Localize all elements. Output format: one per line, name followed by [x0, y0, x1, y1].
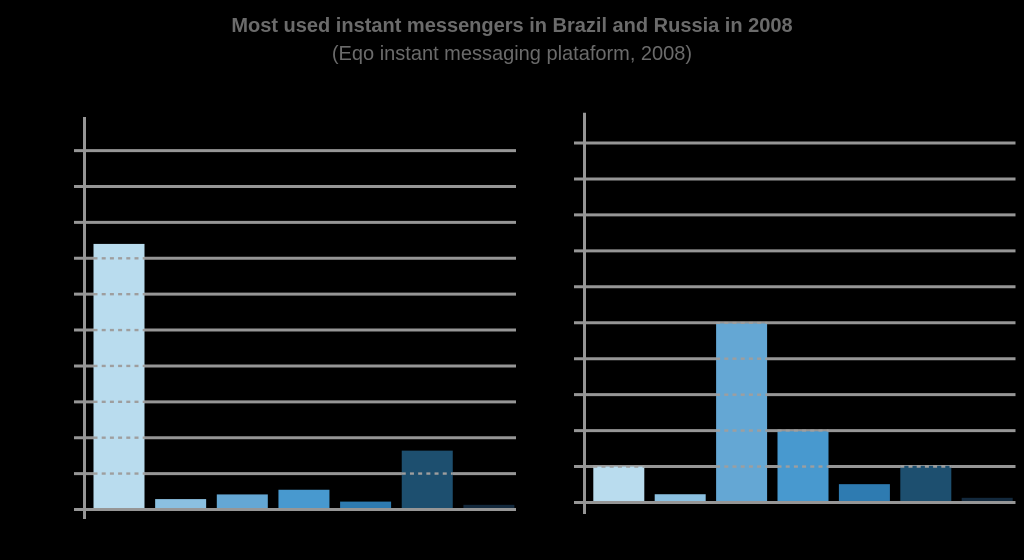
bar	[93, 243, 145, 510]
bar	[838, 484, 890, 503]
bar	[401, 450, 453, 510]
bar	[716, 323, 768, 503]
chart-title: Most used instant messengers in Brazil a…	[231, 15, 793, 37]
bar	[216, 494, 268, 510]
chart-subtitle: (Eqo instant messaging plataform, 2008)	[331, 43, 693, 65]
bar-chart-right	[574, 112, 1016, 514]
bar	[654, 494, 706, 503]
chart-header: Most used instant messengers in Brazil a…	[0, 12, 1024, 68]
bar	[278, 489, 330, 510]
bar	[463, 504, 515, 510]
bar	[155, 499, 207, 510]
bar	[340, 501, 392, 510]
bar	[900, 465, 952, 503]
bar-chart-left	[74, 117, 516, 519]
bar	[961, 497, 1013, 503]
bar	[593, 466, 645, 503]
